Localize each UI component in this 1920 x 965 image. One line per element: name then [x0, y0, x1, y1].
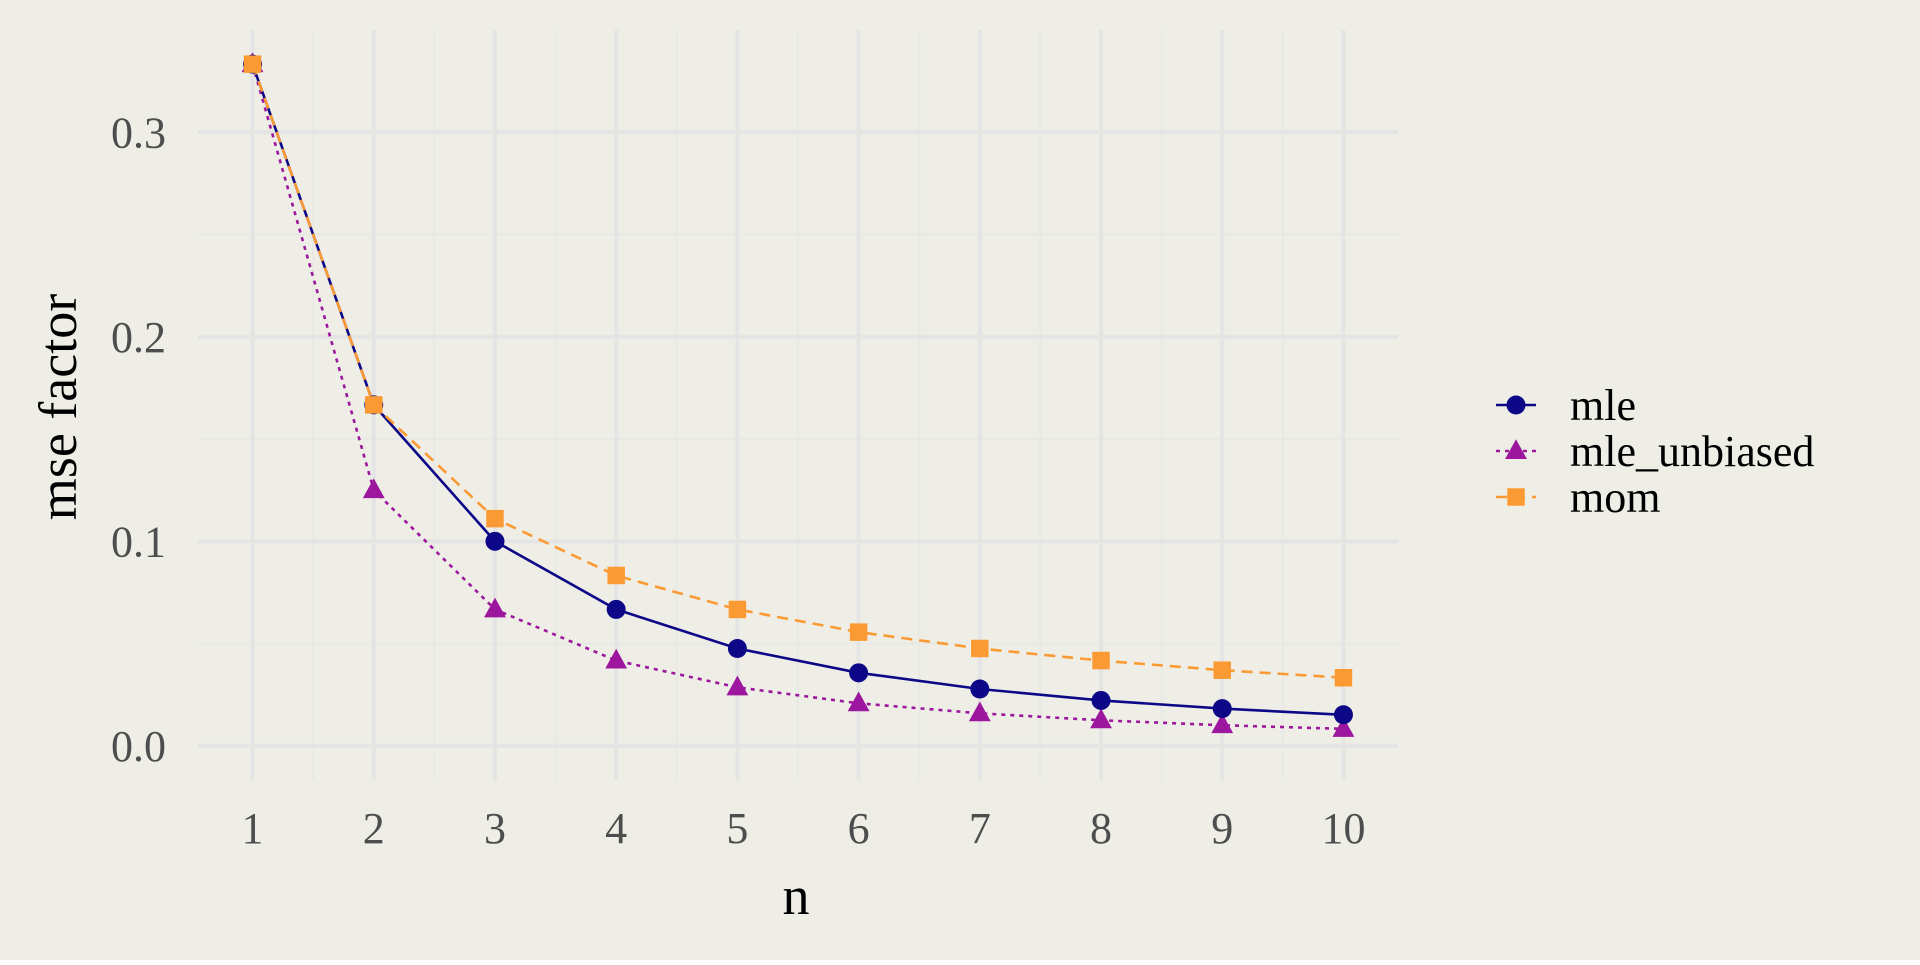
legend-key-marker-mom [1507, 488, 1525, 506]
legend-label-mle: mle [1570, 381, 1636, 430]
y-tick-label: 0.0 [111, 722, 166, 771]
x-tick-label: 4 [605, 804, 627, 853]
data-point-mle [849, 663, 869, 683]
series-lines [251, 63, 1344, 731]
data-point-mom [971, 639, 989, 658]
legend-key-marker-mle_unbiased [1505, 439, 1527, 459]
y-tick-label: 0.3 [111, 108, 166, 157]
data-point-mom [1213, 661, 1231, 679]
data-point-mle_unbiased [726, 675, 749, 696]
x-axis-title: n [783, 866, 810, 926]
series-line-mle [251, 63, 1344, 717]
data-point-mom [1334, 668, 1353, 687]
data-point-mle_unbiased [605, 648, 628, 669]
y-axis-title: mse factor [28, 294, 88, 520]
x-tick-label: 6 [848, 804, 870, 853]
x-tick-label: 5 [726, 804, 748, 853]
series-markers [241, 52, 1355, 737]
data-point-mom [365, 396, 383, 414]
x-tick-label: 10 [1321, 804, 1365, 853]
data-point-mle_unbiased [484, 597, 506, 618]
data-point-mom [849, 623, 868, 641]
y-tick-label: 0.2 [111, 313, 166, 362]
legend-key-marker-mle [1506, 395, 1526, 415]
data-point-mle_unbiased [1332, 717, 1355, 737]
legend-label-mle_unbiased: mle_unbiased [1570, 427, 1814, 476]
data-point-mle_unbiased [1211, 713, 1234, 734]
data-point-mle_unbiased [1090, 708, 1112, 729]
data-point-mle [727, 638, 747, 658]
x-tick-label: 1 [242, 804, 264, 853]
data-point-mle_unbiased [968, 701, 991, 722]
data-point-mle_unbiased [362, 478, 385, 499]
data-point-mle [606, 599, 626, 619]
series-line-mle_unbiased [251, 63, 1344, 731]
y-tick-label: 0.1 [111, 517, 166, 566]
data-point-mle [1333, 705, 1353, 725]
x-tick-label: 3 [484, 804, 506, 853]
x-tick-label: 8 [1090, 804, 1112, 853]
legend-label-mom: mom [1570, 473, 1660, 522]
data-point-mle [970, 679, 990, 699]
data-point-mle [485, 531, 505, 551]
data-point-mom [486, 509, 504, 528]
x-tick-label: 9 [1211, 804, 1233, 853]
data-point-mom [607, 566, 625, 585]
data-point-mle [1212, 699, 1232, 719]
data-point-mom [243, 55, 262, 73]
data-point-mom [728, 600, 747, 619]
series-line-mom [251, 63, 1344, 679]
x-tick-label: 2 [363, 804, 385, 853]
x-tick-label: 7 [969, 804, 991, 853]
data-point-mle_unbiased [847, 691, 870, 712]
data-point-mom [1092, 651, 1110, 670]
data-point-mle [1091, 690, 1111, 710]
x-axis-ticks: 1 2 3 4 5 6 7 8 9 10 [242, 804, 1366, 853]
y-axis-ticks: 0.0 0.1 0.2 0.3 [111, 108, 166, 771]
